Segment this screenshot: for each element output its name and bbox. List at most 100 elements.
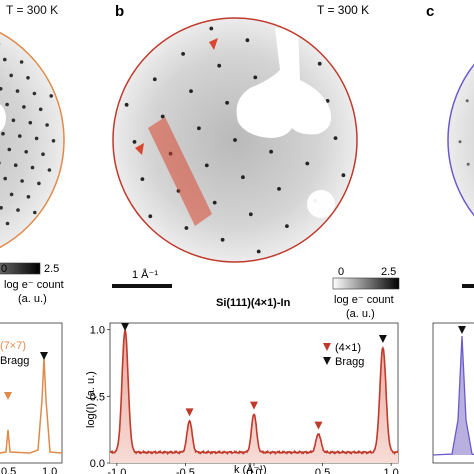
- diffraction-spot: [458, 140, 462, 144]
- diffraction-spot: [18, 134, 22, 138]
- diffraction-spot: [22, 105, 26, 109]
- colorbar-b-max: 2.5: [381, 266, 396, 278]
- diffraction-spot: [217, 63, 222, 68]
- diffraction-spot: [13, 163, 18, 167]
- leed-pattern-c: [447, 63, 474, 217]
- diffraction-spot: [3, 176, 7, 181]
- panel-c: c: [426, 3, 474, 464]
- x-tick-label: 0.5: [315, 467, 330, 474]
- diffraction-spot: [0, 87, 3, 91]
- y-tick-label: 0.5: [90, 391, 105, 403]
- diffraction-spot: [140, 177, 145, 182]
- x-tick-a-1.0: 1.0: [42, 466, 57, 474]
- panel-b-title: Si(111)(4×1)-In: [216, 297, 291, 309]
- diffraction-spot: [3, 57, 7, 62]
- colorbar-b-min: 0: [338, 266, 344, 278]
- spectrum-a-line: [0, 357, 63, 454]
- x-tick-label: 0.0: [246, 467, 261, 474]
- temperature-label-b: T = 300 K: [317, 3, 369, 17]
- diffraction-spot: [19, 60, 24, 64]
- diffraction-spot: [465, 99, 469, 103]
- panel-a: T = 300 K 0 2.5 log e⁻ count (a. u.) (7×…: [0, 3, 65, 474]
- diffraction-spot: [189, 89, 193, 93]
- diffraction-spot: [225, 100, 230, 105]
- chart-b-ylabel: log(I) (a. u.): [85, 371, 97, 428]
- colorbar-a: [0, 262, 41, 275]
- y-tick-label: 1.0: [90, 325, 105, 337]
- diffraction-spot: [333, 136, 338, 141]
- line-profile-region: [148, 117, 212, 226]
- chart-b-xlabel: k (Å⁻¹): [234, 463, 267, 474]
- diffraction-spots-a: [0, 42, 56, 226]
- marker-bragg: [378, 335, 387, 343]
- diffraction-spot: [47, 168, 52, 172]
- colorbar-a-max: 2.5: [44, 263, 59, 275]
- diffraction-spot: [51, 139, 56, 143]
- diffraction-spot: [132, 140, 137, 144]
- x-tick-label: 1.0: [383, 467, 398, 474]
- diffraction-spot: [124, 102, 129, 107]
- spectrum-a: (7×7) Bragg 0.5 1.0: [0, 322, 63, 474]
- chart-b-legend: (4×1) Bragg: [323, 342, 364, 368]
- spectrum-c-line: [432, 335, 474, 456]
- diffraction-spot: [245, 38, 250, 43]
- diffraction-spot: [248, 212, 253, 217]
- panel-b-label: b: [115, 3, 124, 20]
- panel-b: b T = 300 K 1 Å⁻¹ 0 2.5 log e⁻ count (a.…: [85, 3, 400, 474]
- electron-gun-shadow-b: [236, 28, 332, 138]
- diffraction-spot: [253, 75, 258, 80]
- diffraction-spot: [341, 173, 346, 178]
- diffraction-spot: [209, 26, 214, 31]
- arrowhead-marker-left: [135, 143, 144, 155]
- marker-4x1: [185, 408, 194, 417]
- colorbar-a-label: log e⁻ count: [4, 279, 64, 291]
- diffraction-spots-c: [458, 99, 470, 166]
- diffraction-spot: [241, 175, 245, 180]
- diffraction-spot: [184, 226, 189, 230]
- colorbar-b-unit: (a. u.): [346, 308, 375, 320]
- marker-4x1: [250, 401, 258, 410]
- diffraction-spot: [26, 195, 31, 199]
- colorbar-a-unit: (a. u.): [18, 293, 47, 305]
- diffraction-spot: [466, 162, 470, 166]
- diffraction-spot: [269, 149, 273, 154]
- diffraction-spot: [5, 221, 10, 226]
- diffraction-spot: [9, 73, 13, 78]
- colorbar-b: [332, 277, 400, 290]
- diffraction-spot: [148, 214, 153, 219]
- diffraction-spot: [1, 131, 5, 136]
- marker-7x7-a: [4, 392, 12, 400]
- legend-label-bragg: Bragg: [335, 356, 364, 368]
- x-tick-label: -0.5: [176, 467, 195, 474]
- legend-label-4x1: (4×1): [335, 342, 361, 354]
- spectrum-c-frame: [432, 322, 474, 464]
- series-line: [109, 329, 399, 456]
- diffraction-spot: [212, 200, 217, 205]
- diffraction-spot: [20, 179, 24, 183]
- reflection-glare-b: [307, 190, 335, 218]
- panel-c-label: c: [426, 3, 434, 20]
- electron-gun-shadow-a: [0, 104, 6, 132]
- diffraction-spot: [34, 136, 39, 141]
- diffraction-spot: [15, 89, 20, 93]
- diffraction-spot: [33, 210, 37, 215]
- diffraction-spot: [7, 147, 12, 152]
- diffraction-spot: [277, 187, 281, 191]
- diffraction-spot: [5, 102, 9, 107]
- legend-marker-4x1: [323, 343, 331, 351]
- diffraction-spot: [9, 192, 14, 197]
- diffraction-spot: [32, 91, 37, 96]
- diffraction-spot: [37, 181, 41, 186]
- diffraction-spot: [197, 126, 201, 131]
- marker-bragg: [121, 323, 130, 331]
- diffraction-spot: [30, 165, 35, 170]
- diffraction-spot: [24, 150, 29, 154]
- diffraction-spot: [152, 77, 157, 82]
- diffraction-spot: [28, 120, 33, 125]
- diffraction-spot: [16, 208, 20, 212]
- colorbar-b-label: log e⁻ count: [334, 294, 394, 306]
- diffraction-spot: [305, 161, 310, 166]
- arrowhead-marker-top: [209, 38, 218, 50]
- diffraction-spot: [220, 237, 225, 242]
